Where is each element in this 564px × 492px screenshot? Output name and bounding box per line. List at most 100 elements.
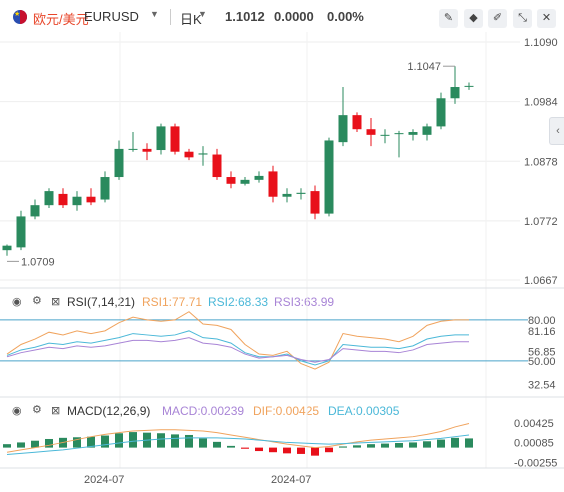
candle-body — [156, 126, 166, 151]
macd-histogram-bar — [17, 442, 25, 448]
symbol-dropdown-icon[interactable]: ▼ — [150, 9, 159, 19]
candle-body — [324, 140, 334, 214]
rsi-line-2 — [6, 330, 469, 366]
x-axis-label-1: 2024-07 — [84, 474, 125, 486]
candle-body — [422, 126, 432, 135]
candle-body — [394, 133, 404, 135]
close-icon[interactable]: ✕ — [537, 9, 556, 28]
macd-histogram-bar — [31, 440, 39, 448]
candle-body — [72, 196, 82, 206]
rsi-axis-label: 56.85 — [528, 347, 556, 359]
last-price: 1.1012 — [225, 9, 265, 24]
rsi-axis-label: 32.54 — [528, 380, 556, 392]
macd-value: MACD:0.00239 — [162, 404, 245, 418]
candle-body — [268, 171, 278, 197]
period-dropdown-icon[interactable]: ▼ — [198, 9, 207, 19]
candle-body — [16, 216, 26, 248]
close-icon[interactable]: ⊠ — [51, 405, 61, 417]
close-icon[interactable]: ⊠ — [51, 296, 61, 308]
dif-line — [6, 422, 470, 453]
color-pen-icon[interactable]: ✐ — [488, 9, 507, 28]
expand-panel-icon[interactable]: ‹ — [549, 117, 564, 145]
macd-histogram-bar — [339, 446, 347, 448]
candle-body — [114, 148, 124, 178]
candle-body — [212, 154, 222, 178]
macd-histogram-bar — [45, 438, 53, 448]
candle-body — [464, 85, 474, 87]
price-change-percent: 0.00% — [327, 9, 364, 24]
macd-axis-label: -0.00255 — [514, 457, 557, 469]
dif-value: DIF:0.00425 — [253, 404, 320, 418]
rsi-title: RSI(7,14,21) — [67, 295, 136, 309]
candle-body — [58, 193, 68, 206]
macd-histogram-bar — [227, 445, 235, 448]
collapse-icon[interactable]: ⤡ — [513, 9, 532, 28]
header-divider — [170, 9, 171, 25]
candle-body — [408, 132, 418, 135]
candle-body — [86, 196, 96, 203]
macd-histogram-bar — [367, 444, 375, 448]
candle-body — [338, 115, 348, 143]
symbol-code[interactable]: EURUSD — [84, 9, 139, 24]
rsi-header: ◉ ⚙ ⊠ RSI(7,14,21) RSI1:77.71 RSI2:68.33… — [0, 293, 540, 311]
low-annotation: 1.0709 — [21, 256, 55, 268]
macd-title: MACD(12,26,9) — [67, 404, 151, 418]
macd-histogram-bar — [297, 447, 305, 454]
macd-histogram-bar — [465, 438, 473, 448]
macd-histogram-bar — [381, 443, 389, 448]
candle-body — [282, 193, 292, 197]
draw-line-icon[interactable]: ✎ — [439, 9, 458, 28]
color-fill-icon[interactable]: ◆ — [464, 9, 483, 28]
macd-histogram-bar — [171, 434, 179, 448]
candle-body — [198, 153, 208, 155]
high-annotation: 1.1047 — [407, 61, 441, 73]
macd-histogram-bar — [325, 447, 333, 453]
rsi-axis-label: 81.16 — [528, 326, 556, 338]
macd-histogram-bar — [241, 447, 249, 449]
rsi-line-3 — [6, 337, 469, 363]
macd-histogram-bar — [157, 433, 165, 448]
macd-axis-label: 0.00085 — [514, 438, 554, 450]
candle-body — [184, 151, 194, 158]
candle-body — [170, 126, 180, 152]
settings-icon[interactable]: ⚙ — [32, 295, 42, 307]
candle-body — [296, 192, 306, 194]
macd-histogram-bar — [311, 447, 319, 456]
price-axis-label: 1.0878 — [524, 156, 558, 168]
macd-histogram-bar — [283, 447, 291, 454]
macd-histogram-bar — [199, 438, 207, 448]
macd-histogram-bar — [423, 441, 431, 448]
macd-histogram-bar — [409, 442, 417, 448]
macd-header: ◉ ⚙ ⊠ MACD(12,26,9) MACD:0.00239 DIF:0.0… — [0, 402, 540, 420]
candle-body — [2, 245, 12, 251]
eye-icon[interactable]: ◉ — [12, 405, 22, 417]
candle-body — [128, 148, 138, 150]
rsi2-value: RSI2:68.33 — [208, 295, 269, 309]
rsi-line-1 — [6, 311, 469, 370]
candle-body — [352, 115, 362, 130]
price-axis-label: 1.0772 — [524, 216, 558, 228]
price-change: 0.0000 — [274, 9, 314, 24]
macd-histogram-bar — [213, 441, 221, 448]
dea-line — [6, 434, 470, 456]
macd-histogram-bar — [73, 437, 81, 448]
rsi-axis-label: 80.00 — [528, 315, 556, 327]
candle-body — [240, 179, 250, 184]
symbol-name-cn[interactable]: 欧元/美元 — [33, 12, 89, 27]
settings-icon[interactable]: ⚙ — [32, 404, 42, 416]
macd-histogram-bar — [87, 436, 95, 448]
dea-value: DEA:0.00305 — [328, 404, 400, 418]
period-selector[interactable]: 日K — [180, 12, 202, 27]
candle-body — [254, 175, 264, 180]
macd-histogram-bar — [255, 447, 263, 452]
macd-histogram-bar — [101, 435, 109, 448]
candle-body — [100, 177, 110, 200]
price-axis-label: 1.0667 — [524, 275, 558, 287]
candle-body — [226, 177, 236, 184]
candle-body — [44, 191, 54, 206]
candle-body — [436, 98, 446, 127]
macd-axis-label: 0.00425 — [514, 418, 554, 430]
candle-body — [450, 87, 460, 99]
eye-icon[interactable]: ◉ — [12, 296, 22, 308]
